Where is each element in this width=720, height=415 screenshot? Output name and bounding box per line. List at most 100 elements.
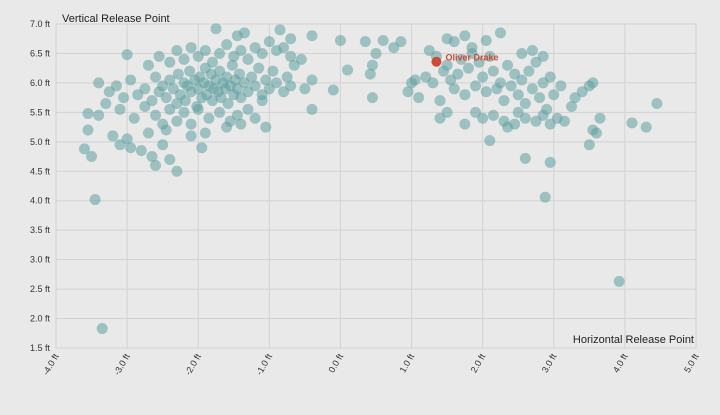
release-point[interactable] bbox=[142, 59, 154, 71]
release-point[interactable] bbox=[459, 118, 471, 130]
release-point[interactable] bbox=[537, 109, 549, 121]
release-point[interactable] bbox=[100, 98, 112, 110]
release-point[interactable] bbox=[278, 42, 290, 54]
release-point[interactable] bbox=[441, 106, 453, 118]
release-point[interactable] bbox=[455, 53, 467, 65]
release-point[interactable] bbox=[146, 151, 158, 163]
release-point[interactable] bbox=[253, 62, 265, 74]
release-point[interactable] bbox=[537, 50, 549, 62]
release-point[interactable] bbox=[86, 151, 98, 163]
release-point[interactable] bbox=[114, 103, 126, 115]
release-point[interactable] bbox=[548, 89, 560, 101]
release-point[interactable] bbox=[226, 59, 238, 71]
release-point[interactable] bbox=[594, 112, 606, 124]
release-point[interactable] bbox=[185, 118, 197, 130]
release-point[interactable] bbox=[651, 98, 663, 110]
release-point[interactable] bbox=[359, 36, 371, 48]
release-point[interactable] bbox=[480, 34, 492, 46]
release-point[interactable] bbox=[516, 74, 528, 86]
release-point[interactable] bbox=[539, 191, 551, 203]
release-point[interactable] bbox=[146, 95, 158, 107]
release-point[interactable] bbox=[93, 77, 105, 89]
release-point[interactable] bbox=[82, 108, 94, 120]
release-point[interactable] bbox=[214, 47, 226, 59]
release-point[interactable] bbox=[203, 112, 215, 124]
release-point[interactable] bbox=[477, 112, 489, 124]
release-point[interactable] bbox=[427, 77, 439, 89]
release-point[interactable] bbox=[299, 83, 311, 95]
release-point[interactable] bbox=[441, 59, 453, 71]
release-point[interactable] bbox=[235, 45, 247, 57]
release-point[interactable] bbox=[178, 106, 190, 118]
release-point[interactable] bbox=[178, 53, 190, 65]
release-point[interactable] bbox=[233, 68, 245, 80]
release-point[interactable] bbox=[583, 139, 595, 151]
release-point[interactable] bbox=[206, 95, 218, 107]
release-point[interactable] bbox=[509, 118, 521, 130]
release-point[interactable] bbox=[544, 71, 556, 83]
release-point[interactable] bbox=[555, 80, 567, 92]
release-point[interactable] bbox=[480, 86, 492, 98]
release-point[interactable] bbox=[395, 36, 407, 48]
release-point[interactable] bbox=[214, 106, 226, 118]
release-point[interactable] bbox=[402, 86, 414, 98]
release-point[interactable] bbox=[306, 74, 318, 86]
release-point[interactable] bbox=[222, 98, 234, 110]
release-point[interactable] bbox=[566, 100, 578, 112]
release-point[interactable] bbox=[494, 27, 506, 39]
release-point[interactable] bbox=[281, 71, 293, 83]
release-point[interactable] bbox=[377, 34, 389, 46]
release-point[interactable] bbox=[519, 152, 531, 164]
release-point[interactable] bbox=[125, 74, 137, 86]
release-point[interactable] bbox=[512, 89, 524, 101]
release-point[interactable] bbox=[334, 34, 346, 46]
release-point[interactable] bbox=[171, 45, 183, 57]
release-point[interactable] bbox=[626, 117, 638, 129]
release-point[interactable] bbox=[196, 142, 208, 154]
release-point[interactable] bbox=[142, 127, 154, 139]
release-point[interactable] bbox=[139, 83, 151, 95]
release-point[interactable] bbox=[516, 47, 528, 59]
release-point[interactable] bbox=[470, 80, 482, 92]
release-point[interactable] bbox=[473, 56, 485, 68]
release-point[interactable] bbox=[150, 71, 162, 83]
release-point[interactable] bbox=[121, 133, 133, 145]
release-point[interactable] bbox=[466, 42, 478, 54]
release-point[interactable] bbox=[235, 118, 247, 130]
release-point[interactable] bbox=[526, 45, 538, 57]
release-point[interactable] bbox=[82, 124, 94, 136]
release-point[interactable] bbox=[285, 50, 297, 62]
release-point[interactable] bbox=[285, 33, 297, 45]
release-point[interactable] bbox=[256, 47, 268, 59]
release-point[interactable] bbox=[267, 65, 279, 77]
release-point[interactable] bbox=[366, 92, 378, 104]
release-point[interactable] bbox=[150, 109, 162, 121]
release-point[interactable] bbox=[121, 49, 133, 61]
release-point[interactable] bbox=[498, 95, 510, 107]
release-point[interactable] bbox=[171, 165, 183, 177]
release-point[interactable] bbox=[285, 80, 297, 92]
release-point[interactable] bbox=[295, 53, 307, 65]
release-point[interactable] bbox=[179, 95, 191, 107]
release-point[interactable] bbox=[199, 127, 211, 139]
release-point[interactable] bbox=[462, 62, 474, 74]
release-point[interactable] bbox=[448, 36, 460, 48]
release-point[interactable] bbox=[110, 80, 122, 92]
release-point[interactable] bbox=[157, 118, 169, 130]
release-point[interactable] bbox=[484, 135, 496, 147]
release-point[interactable] bbox=[249, 80, 261, 92]
release-point[interactable] bbox=[246, 71, 258, 83]
release-point[interactable] bbox=[242, 103, 254, 115]
release-point[interactable] bbox=[452, 68, 464, 80]
release-point[interactable] bbox=[125, 142, 137, 154]
release-point[interactable] bbox=[613, 275, 625, 287]
release-point[interactable] bbox=[231, 109, 243, 121]
release-point[interactable] bbox=[590, 127, 602, 139]
release-point[interactable] bbox=[477, 71, 489, 83]
release-point[interactable] bbox=[172, 68, 184, 80]
release-point[interactable] bbox=[519, 98, 531, 110]
release-point[interactable] bbox=[221, 39, 233, 51]
release-point[interactable] bbox=[448, 83, 460, 95]
release-point[interactable] bbox=[93, 109, 105, 121]
highlighted-player-point[interactable] bbox=[431, 56, 442, 67]
